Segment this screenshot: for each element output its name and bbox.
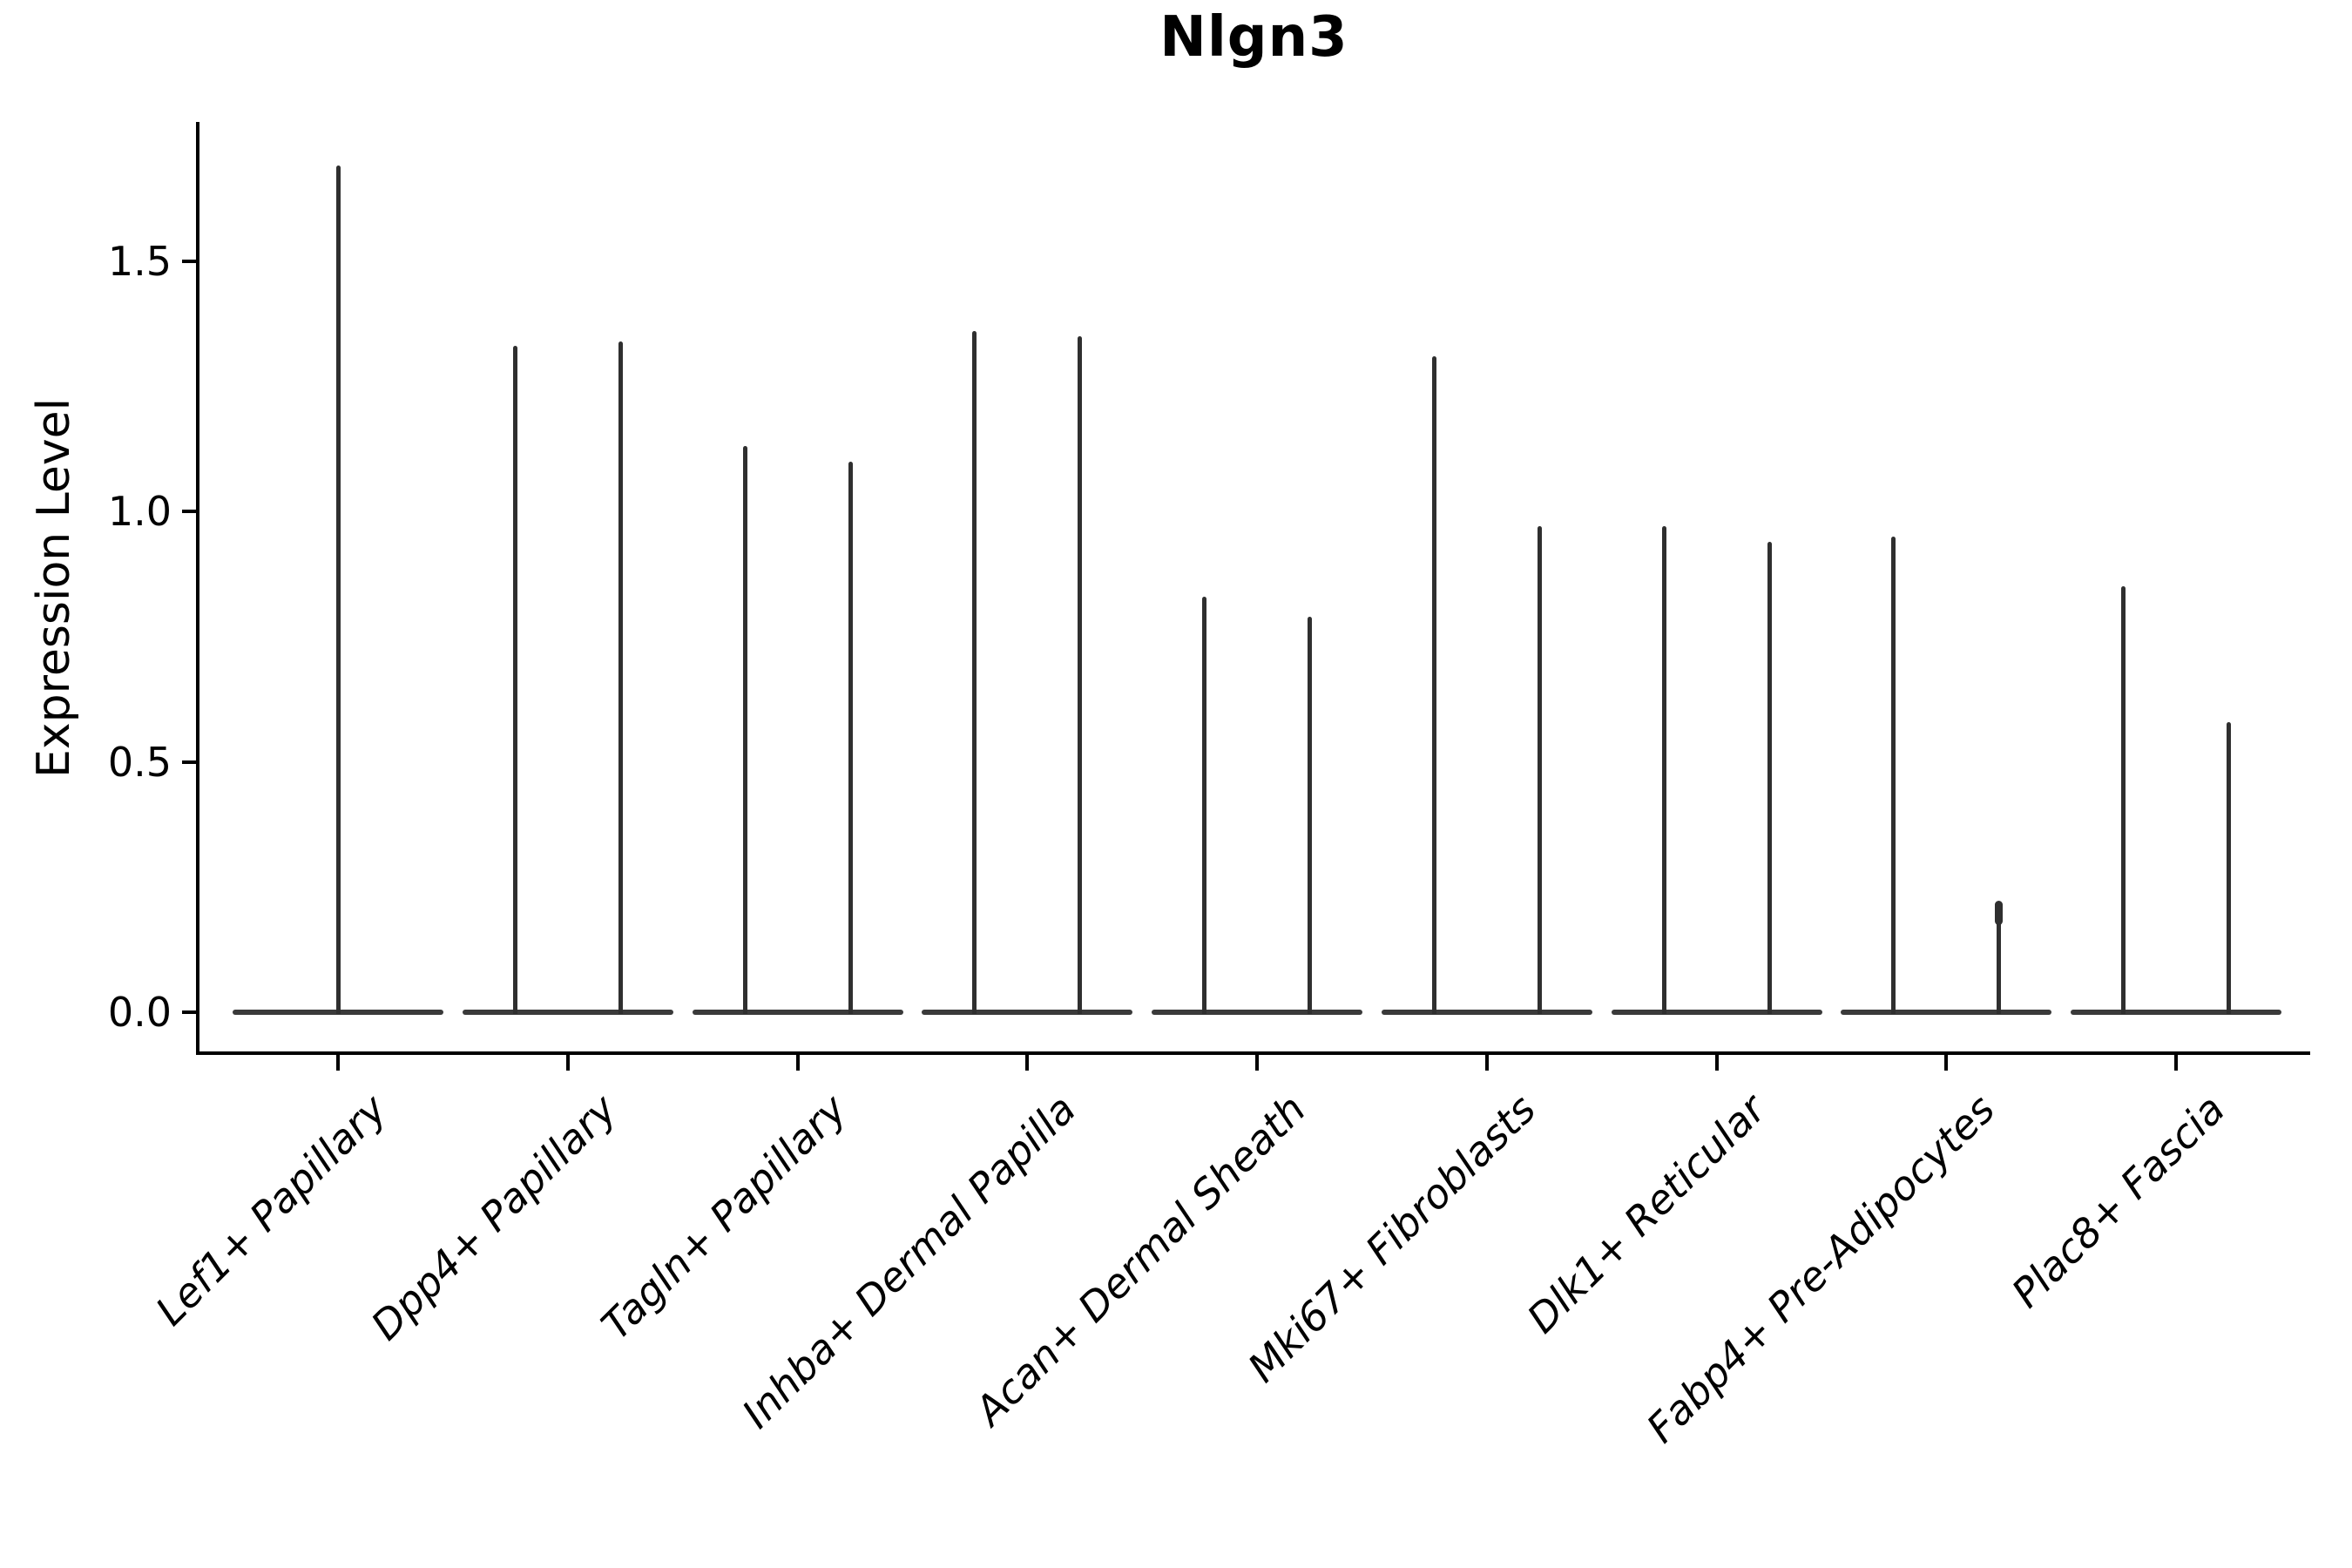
violin-baseline xyxy=(462,1010,673,1015)
x-tick-label: Dlk1+ Reticular xyxy=(1517,1085,1774,1342)
x-tick-mark xyxy=(2174,1055,2178,1071)
x-tick-label: Lef1+ Papillary xyxy=(146,1085,396,1335)
violin-baseline xyxy=(1611,1010,1822,1015)
violin-baseline xyxy=(1841,1010,2052,1015)
violin-spike xyxy=(1431,355,1436,1014)
x-tick-mark xyxy=(1025,1055,1030,1071)
y-tick-label: 0.0 xyxy=(107,989,172,1036)
x-tick-label: Plac8+ Fascia xyxy=(2002,1085,2234,1317)
violin-baseline xyxy=(1381,1010,1592,1015)
violin-spike xyxy=(972,331,977,1014)
violin-spike xyxy=(1537,526,1542,1014)
x-tick-label: Dpp4+ Papillary xyxy=(362,1085,625,1349)
y-tick-label: 1.5 xyxy=(107,237,172,285)
y-tick-mark xyxy=(182,1010,196,1014)
x-tick-mark xyxy=(565,1055,570,1071)
violin-baseline xyxy=(2071,1010,2281,1015)
violin-spike xyxy=(2121,586,2126,1014)
violin-spike xyxy=(618,341,623,1014)
x-axis-spine xyxy=(196,1051,2310,1055)
violin-baseline xyxy=(1152,1010,1362,1015)
x-tick-label: Tagln+ Papillary xyxy=(591,1085,855,1349)
violin-spike xyxy=(1997,902,2002,1014)
x-tick-mark xyxy=(1484,1055,1489,1071)
violin-spike xyxy=(512,346,517,1014)
violin-spike xyxy=(2227,721,2231,1014)
plot-title: Nlgn3 xyxy=(1159,5,1348,70)
violin-spike xyxy=(742,446,747,1014)
y-tick-label: 0.5 xyxy=(107,738,172,786)
violin-spike xyxy=(335,166,341,1014)
violin-spike xyxy=(1308,616,1312,1014)
violin-spike xyxy=(848,461,853,1014)
x-tick-mark xyxy=(795,1055,800,1071)
violin-spike xyxy=(1202,596,1206,1014)
violin-spike xyxy=(1661,526,1666,1014)
x-tick-mark xyxy=(1255,1055,1259,1071)
y-tick-mark xyxy=(182,760,196,764)
violin-spike xyxy=(1767,541,1772,1014)
violin-tip-knob xyxy=(1995,900,2004,925)
y-tick-label: 1.0 xyxy=(107,488,172,535)
x-tick-mark xyxy=(1714,1055,1719,1071)
y-tick-mark xyxy=(182,510,196,513)
y-axis-spine xyxy=(196,122,199,1055)
violin-spike xyxy=(1891,536,1896,1014)
violin-baseline xyxy=(692,1010,903,1015)
y-axis-label: Expression Level xyxy=(28,397,80,779)
y-tick-mark xyxy=(182,259,196,263)
x-tick-mark xyxy=(1944,1055,1949,1071)
violin-baseline xyxy=(922,1010,1133,1015)
x-tick-mark xyxy=(336,1055,340,1071)
violin-spike xyxy=(1078,335,1083,1014)
